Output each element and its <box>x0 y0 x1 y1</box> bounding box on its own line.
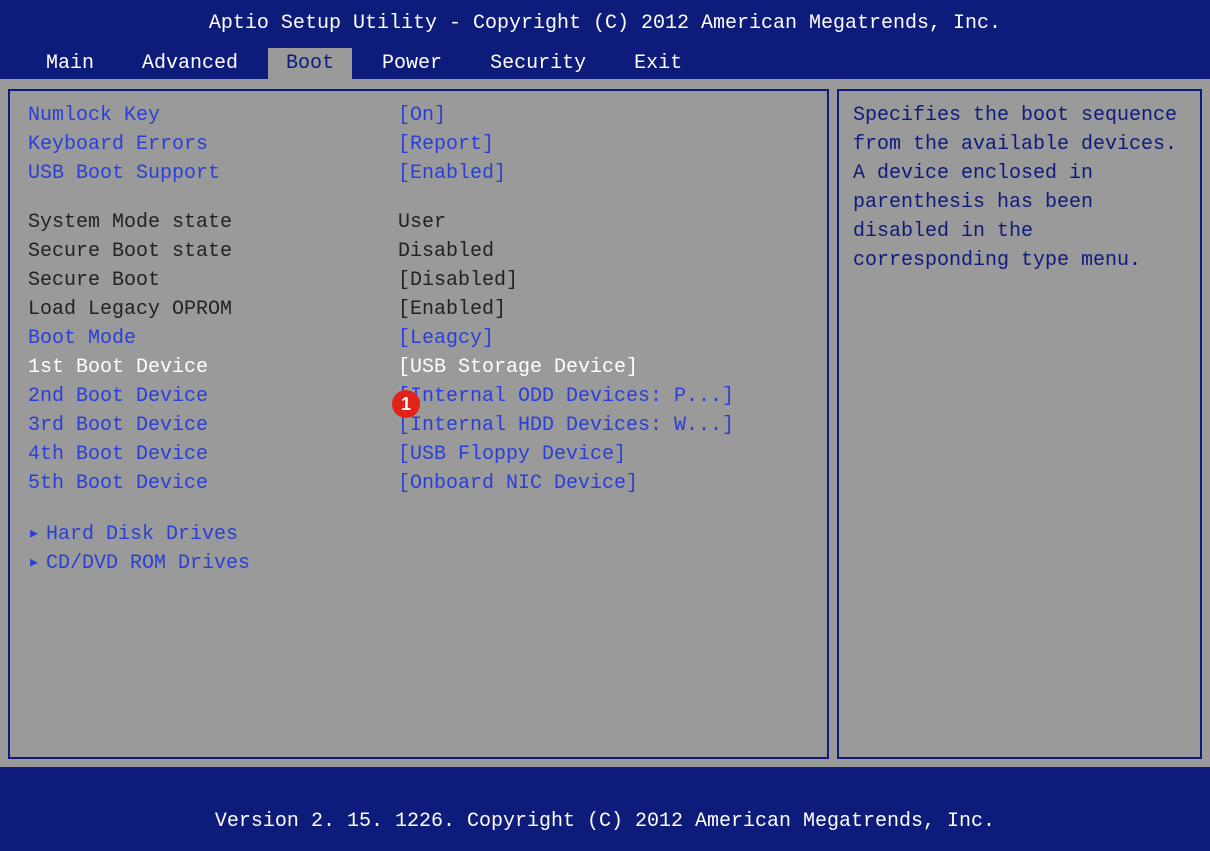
setting-1st-boot-device[interactable]: 1st Boot Device [USB Storage Device] <box>28 353 809 382</box>
setting-label: Load Legacy OPROM <box>28 298 398 321</box>
bios-version-text: Version 2. 15. 1226. Copyright (C) 2012 … <box>215 810 995 833</box>
tab-advanced[interactable]: Advanced <box>124 48 256 79</box>
setting-value: [USB Storage Device] <box>398 356 809 379</box>
info-label: System Mode state <box>28 211 398 234</box>
setting-load-legacy-oprom: Load Legacy OPROM [Enabled] <box>28 295 809 324</box>
bios-workarea: Numlock Key [On] Keyboard Errors [Report… <box>0 79 1210 767</box>
setting-value: [Onboard NIC Device] <box>398 472 809 495</box>
info-value: Disabled <box>398 240 809 263</box>
submenu-hard-disk-drives[interactable]: ▸Hard Disk Drives <box>28 518 809 547</box>
setting-boot-mode[interactable]: Boot Mode [Leagcy] <box>28 324 809 353</box>
setting-label: 2nd Boot Device <box>28 385 398 408</box>
spacer <box>28 188 809 208</box>
setting-value: [Internal HDD Devices: W...] <box>398 414 809 437</box>
setting-label: Secure Boot <box>28 269 398 292</box>
setting-numlock[interactable]: Numlock Key [On] <box>28 101 809 130</box>
info-label: Secure Boot state <box>28 240 398 263</box>
annotation-badge-label: 1 <box>401 394 411 415</box>
setting-label: 4th Boot Device <box>28 443 398 466</box>
help-panel: Specifies the boot sequence from the ava… <box>837 89 1202 759</box>
setting-value: [On] <box>398 104 809 127</box>
submenu-label: ▸CD/DVD ROM Drives <box>28 549 398 575</box>
setting-3rd-boot-device[interactable]: 3rd Boot Device [Internal HDD Devices: W… <box>28 411 809 440</box>
setting-label: Boot Mode <box>28 327 398 350</box>
setting-4th-boot-device[interactable]: 4th Boot Device [USB Floppy Device] <box>28 440 809 469</box>
info-system-mode-state: System Mode state User <box>28 208 809 237</box>
bios-header: Aptio Setup Utility - Copyright (C) 2012… <box>0 0 1210 45</box>
submenu-text: Hard Disk Drives <box>46 523 238 546</box>
tab-security[interactable]: Security <box>472 48 604 79</box>
setting-usb-boot-support[interactable]: USB Boot Support [Enabled] <box>28 159 809 188</box>
submenu-text: CD/DVD ROM Drives <box>46 552 250 575</box>
setting-value: [Enabled] <box>398 298 809 321</box>
setting-value: [Internal ODD Devices: P...] <box>398 385 809 408</box>
setting-secure-boot: Secure Boot [Disabled] <box>28 266 809 295</box>
setting-keyboard-errors[interactable]: Keyboard Errors [Report] <box>28 130 809 159</box>
setting-value: [Report] <box>398 133 809 156</box>
help-text: Specifies the boot sequence from the ava… <box>853 101 1186 275</box>
setting-label: 3rd Boot Device <box>28 414 398 437</box>
info-secure-boot-state: Secure Boot state Disabled <box>28 237 809 266</box>
tab-exit[interactable]: Exit <box>616 48 700 79</box>
info-value: User <box>398 211 809 234</box>
tab-boot[interactable]: Boot <box>268 48 352 79</box>
setting-label: USB Boot Support <box>28 162 398 185</box>
setting-value: [Leagcy] <box>398 327 809 350</box>
submenu-label: ▸Hard Disk Drives <box>28 520 398 546</box>
bios-footer: Version 2. 15. 1226. Copyright (C) 2012 … <box>0 792 1210 851</box>
setting-value: [USB Floppy Device] <box>398 443 809 466</box>
spacer <box>28 498 809 518</box>
submenu-cddvd-rom-drives[interactable]: ▸CD/DVD ROM Drives <box>28 547 809 576</box>
setting-value: [Enabled] <box>398 162 809 185</box>
triangle-right-icon: ▸ <box>28 520 46 546</box>
tab-power[interactable]: Power <box>364 48 460 79</box>
triangle-right-icon: ▸ <box>28 549 46 575</box>
annotation-badge-1: 1 <box>392 390 420 418</box>
bios-title: Aptio Setup Utility - Copyright (C) 2012… <box>209 12 1001 35</box>
setting-value: [Disabled] <box>398 269 809 292</box>
setting-5th-boot-device[interactable]: 5th Boot Device [Onboard NIC Device] <box>28 469 809 498</box>
settings-panel: Numlock Key [On] Keyboard Errors [Report… <box>8 89 829 759</box>
setting-label: Numlock Key <box>28 104 398 127</box>
bios-tabbar: Main Advanced Boot Power Security Exit <box>0 45 1210 79</box>
setting-label: 1st Boot Device <box>28 356 398 379</box>
setting-label: 5th Boot Device <box>28 472 398 495</box>
tab-main[interactable]: Main <box>28 48 112 79</box>
setting-label: Keyboard Errors <box>28 133 398 156</box>
